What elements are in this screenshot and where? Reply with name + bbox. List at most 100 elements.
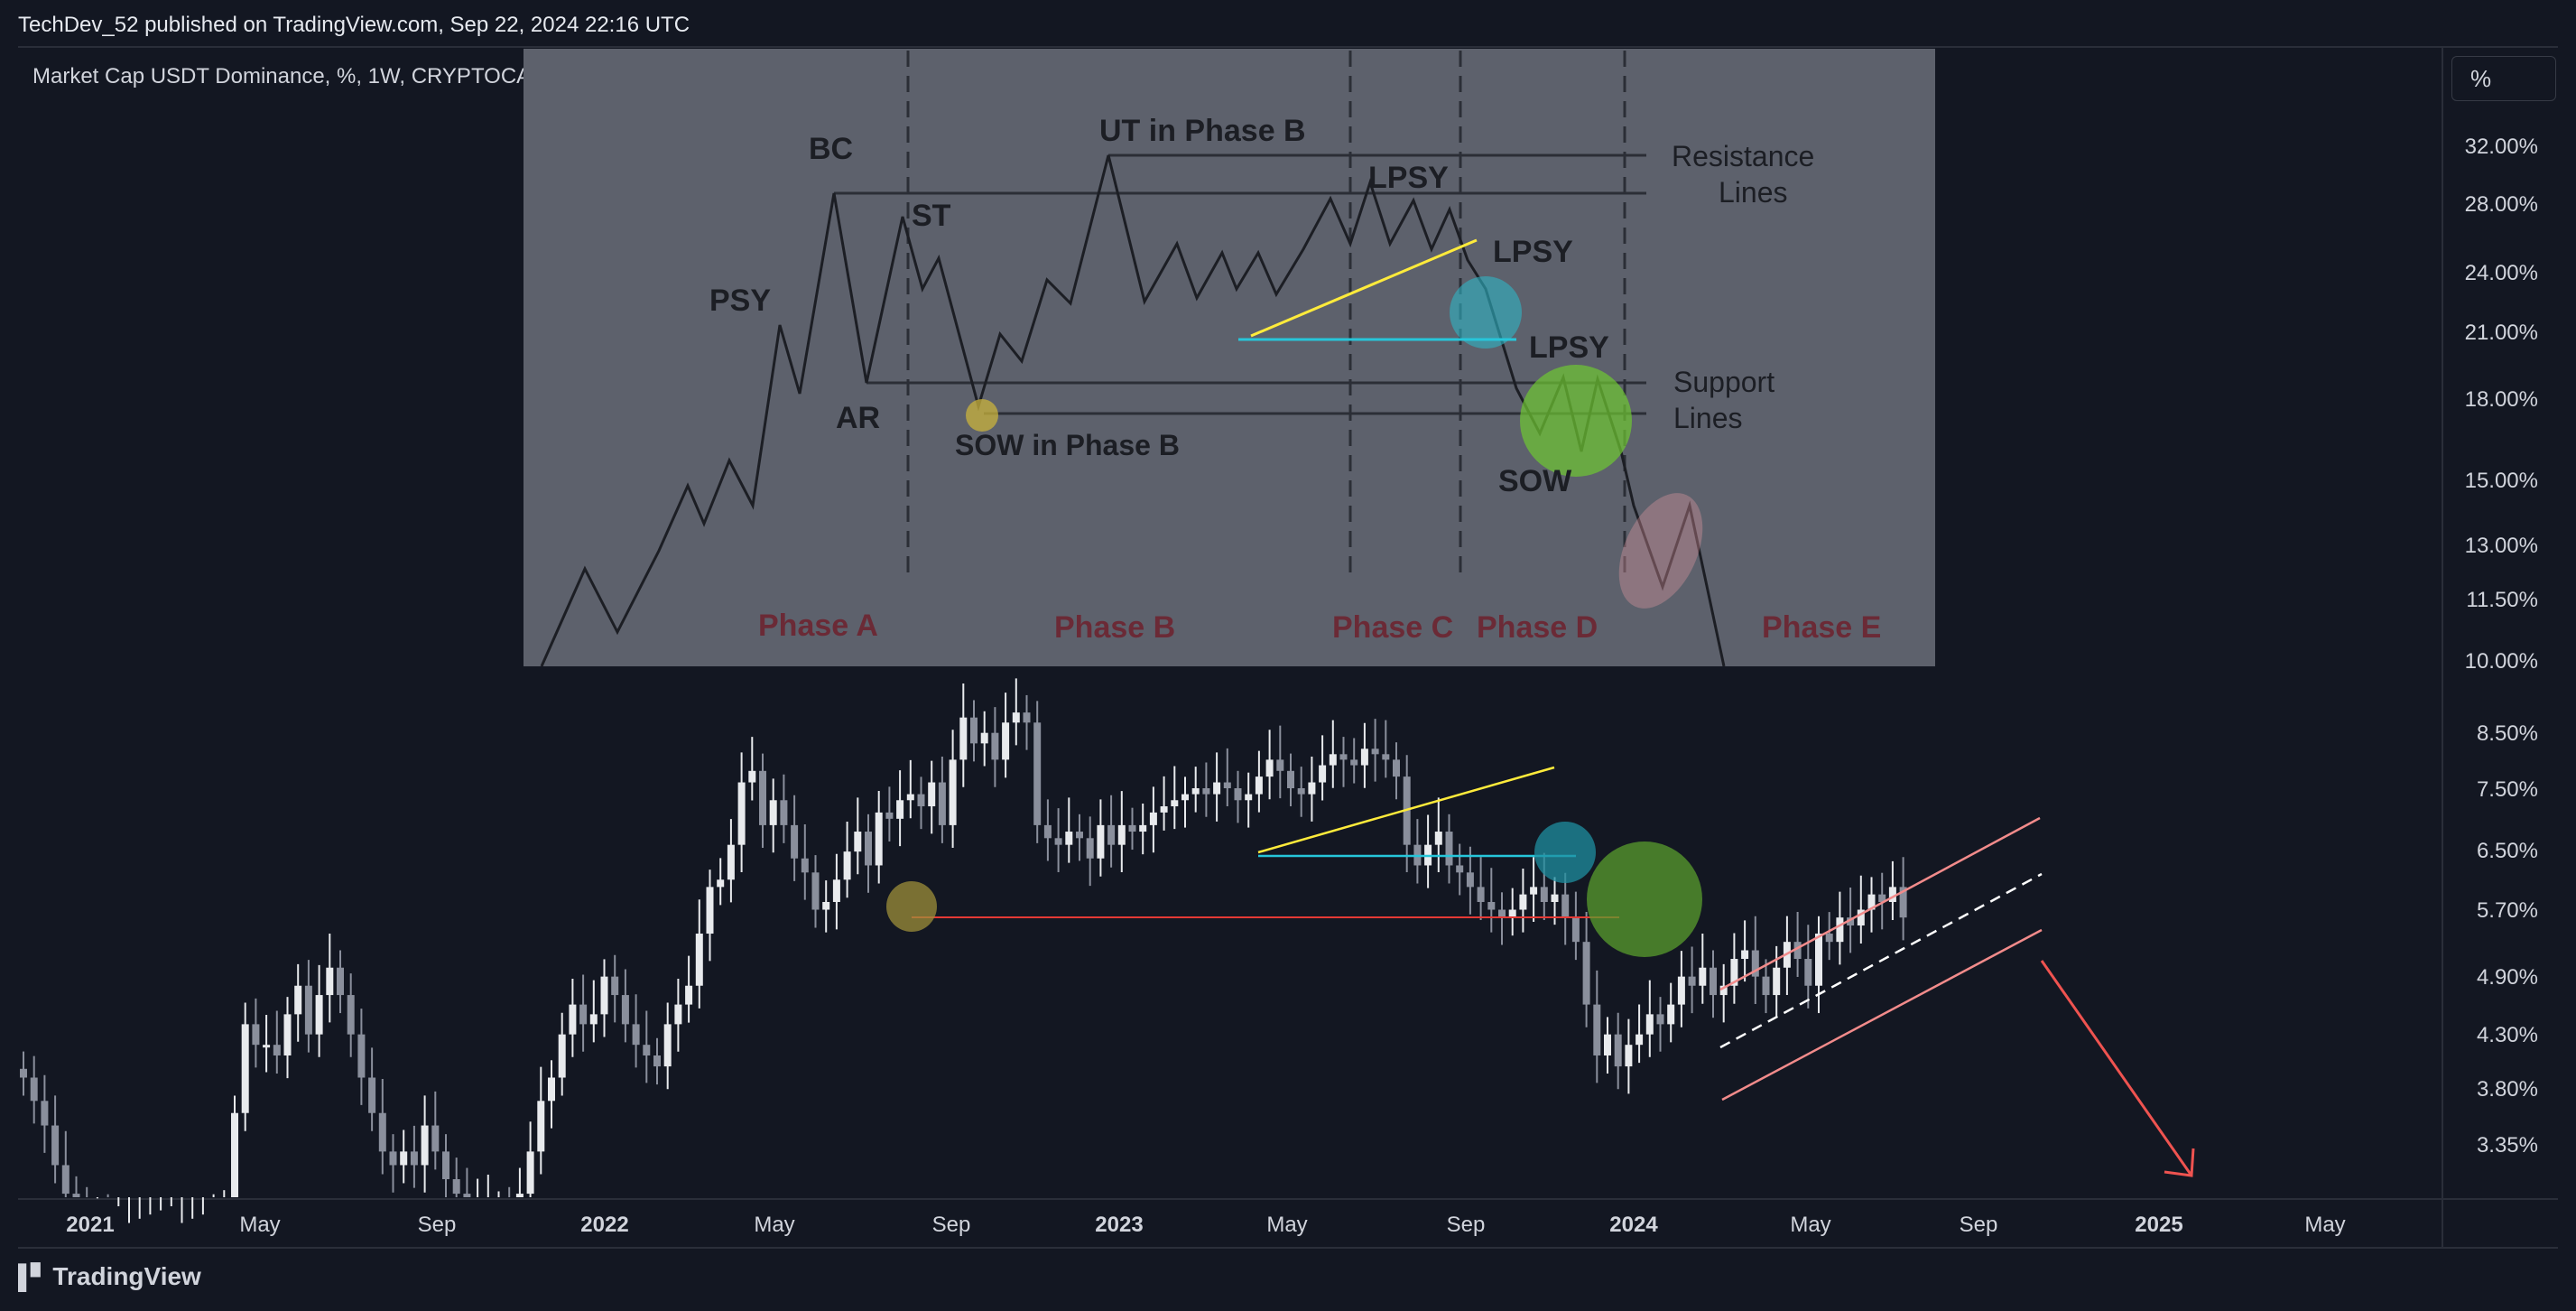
inset-yellow-trendline (1250, 238, 1478, 338)
candle-body (1456, 865, 1464, 873)
inset-label-lpsy-3: LPSY (1529, 330, 1609, 365)
candle-body (579, 1004, 588, 1025)
candle-body (1360, 748, 1368, 766)
candle-body (1688, 976, 1696, 986)
x-tick-label: Sep (1447, 1213, 1486, 1237)
x-tick-label: May (754, 1213, 794, 1237)
candle-body (1582, 942, 1590, 1005)
candle-body (1793, 942, 1802, 960)
candle-body (51, 1125, 60, 1166)
candle-body (801, 858, 809, 873)
candle-body (1002, 722, 1010, 760)
candle-body (1815, 934, 1822, 986)
candle-body (1773, 967, 1781, 996)
candle-body (1117, 824, 1126, 845)
candle-body (548, 1077, 555, 1102)
candle-body (61, 1165, 69, 1195)
y-tick-label: 6.50% (2477, 839, 2538, 863)
candle-body (1023, 712, 1031, 723)
candle-body (1625, 1045, 1633, 1067)
inset-label-resistance: Resistance (1672, 140, 1814, 172)
y-tick-label: 13.00% (2465, 534, 2538, 558)
candle-body (1751, 950, 1759, 977)
y-tick-label: 3.35% (2477, 1133, 2538, 1158)
channel-lower-line (1721, 928, 2043, 1102)
inset-label-sow-phase-b: SOW in Phase B (955, 429, 1180, 461)
candle-body (780, 800, 788, 825)
candle-body (1741, 950, 1749, 960)
candle-body (1635, 1034, 1644, 1046)
candle-body (1043, 824, 1052, 839)
candle-body (1276, 759, 1284, 771)
candle-body (980, 732, 988, 744)
x-tick-label: Sep (1960, 1213, 1998, 1237)
candle-body (1677, 976, 1685, 1005)
x-tick-label: May (239, 1213, 280, 1237)
candle-body (1719, 985, 1728, 996)
candle-body (1086, 838, 1094, 859)
candle-body (1899, 887, 1907, 918)
candle-body (1371, 748, 1379, 755)
y-tick-label: 4.30% (2477, 1023, 2538, 1047)
candle-body (1498, 909, 1506, 918)
candle-body (1297, 788, 1305, 795)
candle-body (949, 759, 957, 825)
y-tick-label: 32.00% (2465, 135, 2538, 159)
candle-body (917, 794, 925, 807)
candle-body (653, 1055, 661, 1067)
candle-body (558, 1034, 566, 1078)
time-axis: 2021 May Sep 2022 May Sep 2023 May Sep 2024 May Sep… (66, 1213, 2345, 1237)
y-tick-label: 21.00% (2465, 321, 2538, 345)
candle-body (20, 1068, 27, 1078)
candle-body (347, 995, 355, 1035)
x-tick-label: 2022 (580, 1213, 628, 1237)
candle-body (1329, 754, 1337, 766)
candle-body (1107, 824, 1116, 845)
candle-body (632, 1024, 640, 1046)
candle-body (1223, 782, 1231, 789)
candle-body (663, 1024, 672, 1067)
percent-scale-button[interactable]: % (2451, 56, 2556, 101)
candle-body (252, 1024, 260, 1046)
inset-label-resistance-lines: Lines (1719, 176, 1788, 209)
candle-body (674, 1004, 682, 1025)
y-tick-label: 5.70% (2477, 898, 2538, 923)
x-tick-label: 2021 (66, 1213, 114, 1237)
candle-body (1645, 1014, 1654, 1035)
candle-body (865, 832, 872, 866)
y-tick-label: 28.00% (2465, 192, 2538, 217)
candle-body (410, 1151, 418, 1166)
candle-body (1804, 959, 1812, 986)
inset-pink-marker (1618, 493, 1703, 609)
candle-body (759, 770, 766, 825)
yellow-trendline (1257, 766, 1555, 854)
candle-body (706, 887, 714, 934)
x-tick-label: Sep (418, 1213, 457, 1237)
candle-body (526, 1151, 534, 1195)
candle-body (1888, 887, 1896, 902)
candle-body (1319, 765, 1327, 783)
candle-body (822, 901, 830, 910)
chart-title: Market Cap USDT Dominance, %, 1W, CRYPTO… (32, 64, 545, 88)
y-tick-label: 15.00% (2465, 469, 2538, 493)
candle-body (791, 824, 799, 859)
candle-body (769, 800, 777, 825)
candle-body (515, 1194, 524, 1197)
candle-body (1540, 887, 1548, 902)
candle-body (294, 985, 302, 1015)
candle-body (1656, 1014, 1664, 1025)
candle-body (30, 1077, 38, 1102)
candle-body (1139, 824, 1147, 832)
candle-body (337, 967, 344, 996)
candle-body (1213, 782, 1221, 795)
candle-body (1847, 917, 1855, 926)
candle-body (1339, 754, 1348, 760)
candle-body (854, 832, 862, 852)
candle-body (832, 879, 840, 902)
candle-body (1181, 794, 1189, 801)
tradingview-brand[interactable]: ▌▘ TradingView (18, 1262, 201, 1291)
candle-body (442, 1151, 449, 1180)
wyckoff-inset: BC ST UT in Phase B LPSY LPSY LPSY Resis… (524, 49, 1935, 667)
candle-body (41, 1101, 49, 1126)
